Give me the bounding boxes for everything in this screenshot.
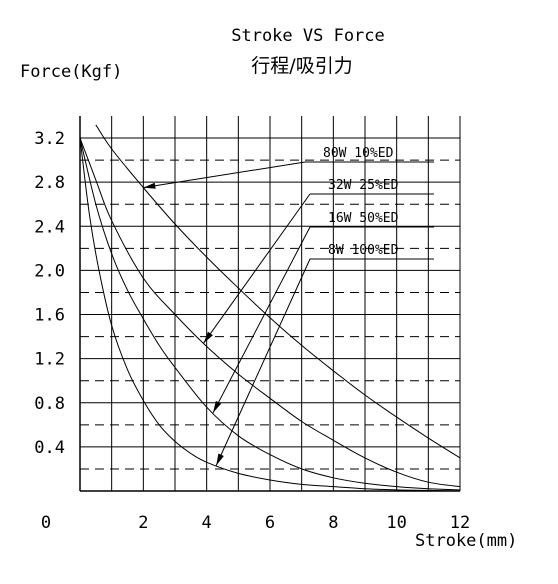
legend-leader-4 (215, 258, 311, 466)
legend-arrowhead-4 (216, 453, 224, 466)
x-tick-label: 8 (328, 513, 338, 533)
y-tick-label: 2.0 (34, 261, 65, 281)
y-tick-label: 0.8 (34, 394, 65, 414)
y-tick-label: 1.2 (34, 350, 65, 370)
legend-label-1: 80W 10%ED (323, 146, 394, 161)
x-tick-label: 4 (202, 513, 212, 533)
legend-leader-3 (212, 226, 311, 414)
y-axis-label: Force(Kgf) (20, 62, 122, 82)
legend-arrowhead-2 (203, 331, 213, 344)
x-tick-label: 10 (386, 513, 406, 533)
legend-label-2: 32W 25%ED (328, 178, 399, 193)
series-line-2 (79, 137, 461, 488)
y-tick-label: 1.6 (34, 306, 65, 326)
x-tick-label: 6 (265, 513, 275, 533)
series-line-3 (79, 137, 461, 491)
legend-arrowhead-1 (143, 182, 156, 189)
series-layer (79, 124, 461, 492)
y-tick-label: 2.4 (34, 217, 65, 237)
legend-leader-1 (143, 161, 306, 189)
x-tick-label: 12 (450, 513, 470, 533)
tick-label-layer: 3.2 2.8 2.4 2.0 1.6 1.2 0.8 0.4 0 2 4 6 8 10 12 (34, 129, 470, 533)
series-line-1 (95, 124, 461, 459)
legend-leader-2 (203, 193, 311, 344)
y-tick-label: 0.4 (34, 438, 65, 458)
axis-layer (79, 116, 460, 492)
legend-layer: 80W 10%ED 32W 25%ED 16W 50%ED 8W 100%ED (143, 146, 434, 466)
legend-label-4: 8W 100%ED (328, 243, 399, 258)
series-line-4 (79, 137, 461, 492)
chart-title-zh: 行程/吸引力 (251, 55, 352, 77)
x-tick-label: 0 (41, 513, 51, 533)
legend-label-3: 16W 50%ED (328, 211, 399, 226)
y-tick-label: 3.2 (34, 129, 65, 149)
grid-layer (80, 116, 461, 491)
x-tick-label: 2 (138, 513, 148, 533)
legend-arrowhead-3 (213, 400, 222, 413)
x-axis-label: Stroke(mm) (415, 531, 517, 551)
chart-title-en: Stroke VS Force (231, 26, 385, 46)
y-tick-label: 2.8 (34, 173, 65, 193)
